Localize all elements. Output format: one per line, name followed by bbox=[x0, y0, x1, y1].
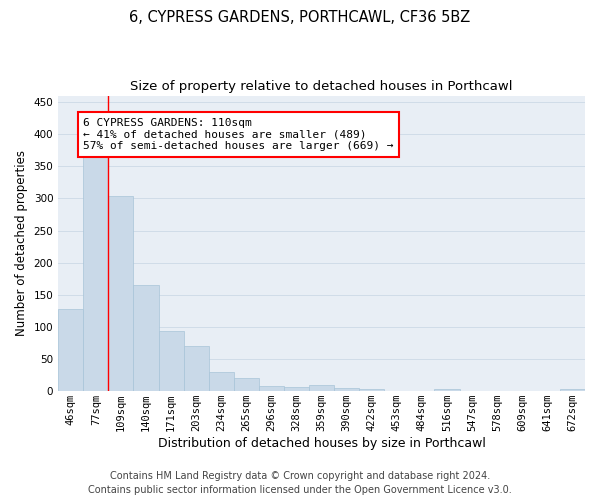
Bar bbox=[133, 285, 158, 391]
Text: 6 CYPRESS GARDENS: 110sqm
← 41% of detached houses are smaller (489)
57% of semi: 6 CYPRESS GARDENS: 110sqm ← 41% of detac… bbox=[83, 118, 394, 151]
X-axis label: Distribution of detached houses by size in Porthcawl: Distribution of detached houses by size … bbox=[158, 437, 485, 450]
Bar bbox=[209, 372, 234, 391]
Bar bbox=[158, 332, 184, 391]
Bar bbox=[334, 388, 359, 391]
Bar bbox=[309, 386, 334, 391]
Bar bbox=[259, 386, 284, 391]
Bar bbox=[234, 378, 259, 391]
Bar bbox=[109, 196, 133, 391]
Bar bbox=[434, 389, 460, 391]
Text: 6, CYPRESS GARDENS, PORTHCAWL, CF36 5BZ: 6, CYPRESS GARDENS, PORTHCAWL, CF36 5BZ bbox=[130, 10, 470, 25]
Bar bbox=[284, 386, 309, 391]
Text: Contains HM Land Registry data © Crown copyright and database right 2024.
Contai: Contains HM Land Registry data © Crown c… bbox=[88, 471, 512, 495]
Bar bbox=[184, 346, 209, 391]
Bar bbox=[560, 388, 585, 391]
Bar bbox=[58, 309, 83, 391]
Bar bbox=[359, 389, 385, 391]
Bar bbox=[83, 156, 109, 391]
Title: Size of property relative to detached houses in Porthcawl: Size of property relative to detached ho… bbox=[130, 80, 513, 93]
Y-axis label: Number of detached properties: Number of detached properties bbox=[15, 150, 28, 336]
